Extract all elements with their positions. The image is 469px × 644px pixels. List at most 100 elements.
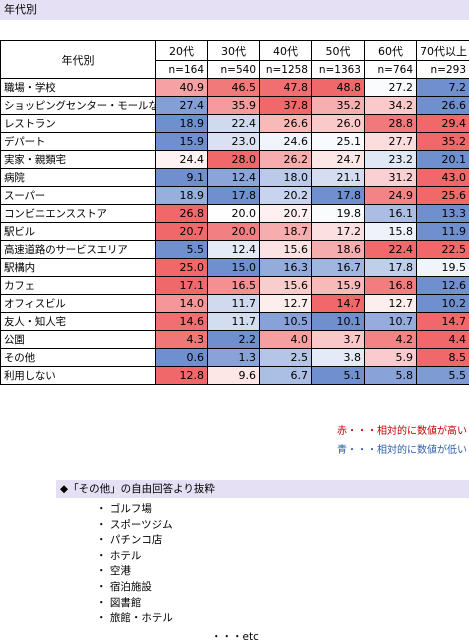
value-cell: 20.7 <box>260 205 312 223</box>
value-cell: 28.0 <box>208 151 260 169</box>
list-item: ・ 図書館 <box>96 596 173 612</box>
sample-size: n=540 <box>208 61 260 79</box>
value-cell: 7.2 <box>417 79 469 97</box>
value-cell: 20.1 <box>417 151 469 169</box>
value-cell: 3.8 <box>312 349 365 367</box>
row-label: レストラン <box>1 115 156 133</box>
row-label: 利用しない <box>1 367 156 385</box>
row-label: 職場・学校 <box>1 79 156 97</box>
value-cell: 16.7 <box>312 259 365 277</box>
value-cell: 24.6 <box>260 133 312 151</box>
sample-size: n=1363 <box>312 61 365 79</box>
value-cell: 12.8 <box>156 367 208 385</box>
value-cell: 9.1 <box>156 169 208 187</box>
value-cell: 15.0 <box>208 259 260 277</box>
value-cell: 5.8 <box>365 367 417 385</box>
value-cell: 29.4 <box>417 115 469 133</box>
value-cell: 24.9 <box>365 187 417 205</box>
value-cell: 25.6 <box>417 187 469 205</box>
value-cell: 18.0 <box>260 169 312 187</box>
value-cell: 4.2 <box>365 331 417 349</box>
value-cell: 0.6 <box>156 349 208 367</box>
value-cell: 35.2 <box>417 133 469 151</box>
value-cell: 15.9 <box>156 133 208 151</box>
value-cell: 17.8 <box>312 187 365 205</box>
list-item: ・ ゴルフ場 <box>96 502 173 518</box>
value-cell: 27.7 <box>365 133 417 151</box>
value-cell: 5.1 <box>312 367 365 385</box>
value-cell: 22.4 <box>365 241 417 259</box>
value-cell: 25.1 <box>312 133 365 151</box>
free-answers-list: ・ ゴルフ場・ スポーツジム・ パチンコ店・ ホテル・ 空港・ 宿泊施設・ 図書… <box>96 502 173 627</box>
row-label: 病院 <box>1 169 156 187</box>
value-cell: 11.9 <box>417 223 469 241</box>
value-cell: 24.4 <box>156 151 208 169</box>
row-label: コンビニエンスストア <box>1 205 156 223</box>
value-cell: 10.1 <box>312 313 365 331</box>
value-cell: 5.5 <box>156 241 208 259</box>
value-cell: 17.8 <box>208 187 260 205</box>
sample-size: n=293 <box>417 61 469 79</box>
age-header: 70代以上 <box>417 41 469 61</box>
value-cell: 18.6 <box>312 241 365 259</box>
row-label: 駅ビル <box>1 223 156 241</box>
etc-text: ・・・etc <box>211 629 259 644</box>
value-cell: 8.5 <box>417 349 469 367</box>
value-cell: 20.0 <box>208 205 260 223</box>
value-cell: 9.6 <box>208 367 260 385</box>
age-header: 50代 <box>312 41 365 61</box>
value-cell: 12.6 <box>417 277 469 295</box>
sample-size: n=764 <box>365 61 417 79</box>
row-label: 実家・親類宅 <box>1 151 156 169</box>
value-cell: 2.5 <box>260 349 312 367</box>
value-cell: 22.4 <box>208 115 260 133</box>
value-cell: 18.9 <box>156 115 208 133</box>
value-cell: 11.7 <box>208 295 260 313</box>
value-cell: 26.2 <box>260 151 312 169</box>
row-label: スーパー <box>1 187 156 205</box>
value-cell: 15.8 <box>365 223 417 241</box>
value-cell: 31.2 <box>365 169 417 187</box>
value-cell: 14.7 <box>312 295 365 313</box>
corner-header: 年代別 <box>1 41 156 79</box>
page-title: 年代別 <box>0 0 469 20</box>
value-cell: 24.7 <box>312 151 365 169</box>
legend-high: 赤・・・相対的に数値が高い <box>337 422 467 437</box>
value-cell: 16.3 <box>260 259 312 277</box>
value-cell: 47.8 <box>260 79 312 97</box>
list-item: ・ ホテル <box>96 549 173 565</box>
list-item: ・ パチンコ店 <box>96 533 173 549</box>
age-header: 40代 <box>260 41 312 61</box>
value-cell: 18.9 <box>156 187 208 205</box>
value-cell: 22.5 <box>417 241 469 259</box>
value-cell: 46.5 <box>208 79 260 97</box>
value-cell: 5.5 <box>417 367 469 385</box>
row-label: カフェ <box>1 277 156 295</box>
row-label: 駅構内 <box>1 259 156 277</box>
value-cell: 20.0 <box>208 223 260 241</box>
value-cell: 43.0 <box>417 169 469 187</box>
value-cell: 26.0 <box>312 115 365 133</box>
value-cell: 2.2 <box>208 331 260 349</box>
value-cell: 28.8 <box>365 115 417 133</box>
value-cell: 40.9 <box>156 79 208 97</box>
value-cell: 15.9 <box>312 277 365 295</box>
list-item: ・ 宿泊施設 <box>96 580 173 596</box>
list-item: ・ 空港 <box>96 564 173 580</box>
value-cell: 26.6 <box>260 115 312 133</box>
value-cell: 18.7 <box>260 223 312 241</box>
value-cell: 20.7 <box>156 223 208 241</box>
list-item: ・ 旅館・ホテル <box>96 611 173 627</box>
age-header: 30代 <box>208 41 260 61</box>
sample-size: n=1258 <box>260 61 312 79</box>
value-cell: 26.6 <box>417 97 469 115</box>
